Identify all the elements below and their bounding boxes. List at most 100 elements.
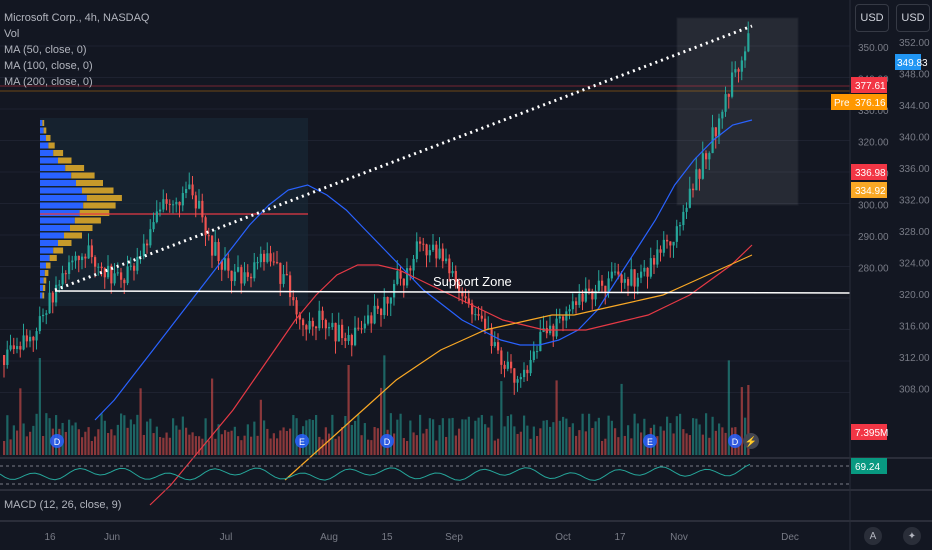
volume-bar [87,427,90,455]
auto-scale-button[interactable]: A [864,527,882,545]
volume-bar [198,436,201,455]
ma50-legend[interactable]: MA (50, close, 0) [4,44,87,56]
candle-body [214,242,217,256]
currency-button-right[interactable]: USD [896,4,930,32]
candle-body [705,153,708,160]
ma200-legend[interactable]: MA (200, close, 0) [4,76,93,88]
candle-body [581,293,584,302]
candle-body [558,316,561,319]
candle-body [165,199,168,204]
volume-bar [532,426,535,455]
volume-bar [9,439,12,455]
volume-bar [396,419,399,455]
currency-button-left[interactable]: USD [855,4,889,32]
candle-body [513,368,516,383]
candle-body [740,60,743,72]
price-axis-tick: 320.00 [858,138,889,149]
volume-bar [363,423,366,455]
candle-body [162,199,165,210]
event-marker-label: D [384,437,391,447]
candle-body [737,69,740,72]
candle-body [328,327,331,329]
volume-bar [256,435,259,455]
volume-bar [506,416,509,455]
candle-body [731,72,734,97]
candle-body [474,314,477,316]
volume-bar [636,423,639,455]
volume-bar [432,419,435,455]
volume-legend[interactable]: Vol [4,28,20,40]
candle-body [614,271,617,273]
candle-body [259,253,262,263]
volume-profile-bar [42,292,45,299]
volume-bar [35,413,38,455]
candle-body [662,239,665,253]
symbol-title[interactable]: Microsoft Corp., 4h, NASDAQ [4,12,150,24]
candle-body [568,309,571,312]
candle-body [467,298,470,304]
volume-bar [81,437,84,455]
candle-body [100,266,103,269]
candle-body [224,258,227,270]
volume-bar [285,430,288,455]
candle-body [422,243,425,245]
volume-bar [194,436,197,455]
volume-profile-bar [40,150,54,156]
volume-bar [539,428,542,455]
time-axis-tick: 15 [381,532,393,543]
volume-bar [16,430,19,455]
candle-body [191,184,194,196]
volume-bar [575,435,578,455]
volume-bar [227,431,230,455]
volume-bar [29,431,32,455]
volume-bar [45,413,48,455]
volume-bar [211,378,214,455]
candle-body [497,342,500,351]
candle-body [194,195,197,209]
volume-bar [266,428,269,455]
event-marker-icon [50,434,64,448]
candle-body [292,297,295,301]
volume-bar [360,435,363,455]
volume-bar [168,437,171,455]
volume-bar [747,385,750,455]
volume-bar [601,440,604,455]
candle-body [266,253,269,262]
candle-body [282,274,285,284]
volume-bar [721,427,724,455]
candle-body [87,245,90,259]
volume-profile-bar [43,127,47,134]
price-badge-label: 334.92 [855,186,886,197]
candle-body [116,272,119,274]
candle-body [630,269,633,286]
volume-bar [90,440,93,455]
candle-body [285,274,288,276]
volume-bar [588,413,591,455]
candle-body [584,288,587,302]
macd-legend[interactable]: MACD (12, 26, close, 9) [4,499,122,511]
candle-body [653,258,656,265]
price-axis-tick: 300.00 [858,201,889,212]
volume-bar [120,413,123,455]
candle-body [367,315,370,324]
candle-body [695,169,698,191]
ma100-legend[interactable]: MA (100, close, 0) [4,60,93,72]
candle-body [698,169,701,179]
volume-profile-bar [53,247,64,254]
volume-bar [672,433,675,455]
volume-profile-bar [46,262,51,269]
volume-bar [467,416,470,455]
volume-bar [497,438,500,455]
candle-body [81,256,84,261]
log-scale-icon[interactable]: ✦ [903,527,921,545]
event-marker-icon [295,434,309,448]
candle-body [175,201,178,205]
volume-bar [337,436,340,455]
candle-body [623,279,626,283]
volume-bar [545,420,548,455]
candle-body [578,293,581,305]
volume-bar [675,416,678,455]
volume-profile-bar [43,285,46,291]
candle-body [718,118,721,137]
